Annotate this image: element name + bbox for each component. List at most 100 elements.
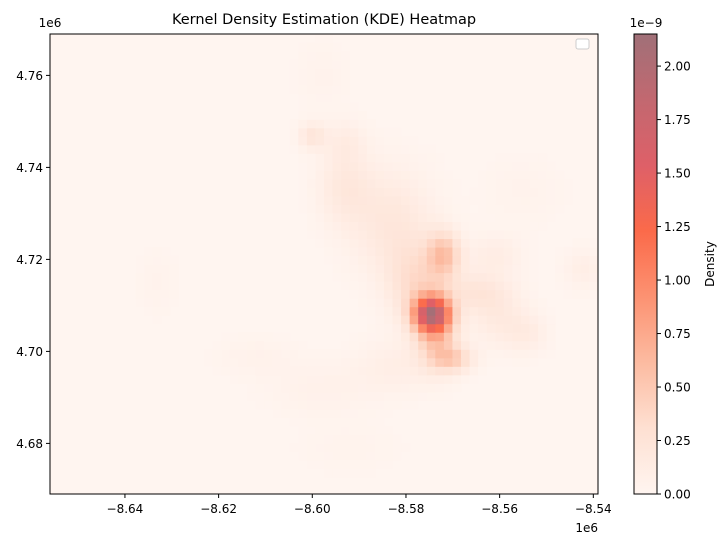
- heatmap-cell: [332, 459, 342, 470]
- heatmap-cell: [315, 195, 325, 205]
- heatmap-cell: [315, 451, 325, 461]
- heatmap-cell: [512, 153, 522, 163]
- legend-box[interactable]: [575, 38, 590, 50]
- heatmap-cell: [495, 281, 505, 291]
- heatmap-cell: [332, 246, 342, 257]
- heatmap-cell: [401, 366, 411, 376]
- heatmap-cell: [503, 323, 513, 333]
- heatmap-cell: [341, 178, 351, 188]
- heatmap-cell: [580, 272, 591, 282]
- heatmap-cell: [366, 238, 376, 248]
- heatmap-cell: [409, 170, 419, 180]
- heatmap-cell: [332, 442, 342, 453]
- heatmap-cell: [341, 144, 351, 154]
- heatmap-cell: [306, 221, 317, 231]
- heatmap-cell: [478, 332, 488, 342]
- heatmap-cell: [469, 332, 479, 342]
- heatmap-cell: [443, 391, 454, 401]
- heatmap-cell: [486, 246, 496, 257]
- heatmap-cell: [452, 272, 462, 282]
- heatmap-cell: [383, 127, 394, 137]
- y-tick-label: 4.70: [16, 345, 43, 359]
- heatmap-cell: [418, 340, 428, 350]
- heatmap-cell: [461, 264, 471, 274]
- heatmap-cell: [264, 366, 274, 376]
- heatmap-cell: [392, 298, 402, 308]
- heatmap-cell: [443, 238, 454, 248]
- heatmap-cell: [366, 425, 376, 435]
- heatmap-cell: [478, 289, 488, 299]
- heatmap-cell: [332, 212, 342, 223]
- heatmap-cell: [401, 153, 411, 163]
- heatmap-cell: [495, 170, 505, 180]
- heatmap-cell: [452, 195, 462, 205]
- heatmap-cell: [383, 400, 394, 410]
- heatmap-cell: [298, 178, 308, 188]
- heatmap-cell: [486, 255, 496, 265]
- heatmap-cell: [469, 357, 479, 367]
- heatmap-cell: [418, 323, 428, 333]
- heatmap-cell: [392, 442, 402, 453]
- heatmap-cell: [375, 136, 385, 146]
- heatmap-cell: [272, 383, 282, 393]
- heatmap-cell: [306, 153, 317, 163]
- heatmap-cell: [435, 323, 445, 333]
- heatmap-cell: [264, 391, 274, 401]
- heatmap-cell: [538, 161, 548, 171]
- y-tick-label: 4.72: [16, 253, 43, 267]
- heatmap-cell: [264, 400, 274, 410]
- heatmap-cell: [332, 85, 342, 95]
- heatmap-cell: [392, 238, 402, 248]
- heatmap-cell: [555, 170, 565, 180]
- heatmap-cell: [375, 272, 385, 282]
- heatmap-cell: [589, 289, 598, 299]
- heatmap-cell: [298, 144, 308, 154]
- heatmap-cell: [392, 434, 402, 444]
- heatmap-cell: [315, 357, 325, 367]
- heatmap-cell: [298, 374, 308, 384]
- heatmap-cell: [469, 187, 479, 197]
- heatmap-cell: [375, 391, 385, 401]
- heatmap-cell: [349, 272, 359, 282]
- heatmap-cell: [324, 144, 334, 154]
- heatmap-cell: [315, 391, 325, 401]
- heatmap-cell: [289, 127, 299, 137]
- heatmap-cell: [229, 374, 239, 384]
- heatmap-cell: [383, 451, 394, 461]
- heatmap-cell: [418, 238, 428, 248]
- heatmap-cell: [281, 400, 291, 410]
- heatmap-cell: [332, 349, 342, 359]
- heatmap-cell: [392, 332, 402, 342]
- heatmap-cell: [255, 332, 265, 342]
- heatmap-cell: [443, 298, 454, 308]
- heatmap-cell: [435, 153, 445, 163]
- heatmap-cell: [503, 315, 513, 325]
- heatmap-cell: [332, 68, 342, 78]
- heatmap-cell: [383, 357, 394, 367]
- heatmap-cell: [418, 264, 428, 274]
- heatmap-cell: [418, 187, 428, 197]
- heatmap-cell: [161, 264, 171, 274]
- heatmap-cell: [538, 153, 548, 163]
- heatmap-cell: [520, 315, 531, 325]
- heatmap-cell: [298, 153, 308, 163]
- heatmap-cell: [520, 161, 531, 171]
- heatmap-cell: [529, 306, 539, 316]
- heatmap-cell: [289, 408, 299, 418]
- heatmap-cell: [349, 434, 359, 444]
- heatmap-cell: [375, 442, 385, 453]
- heatmap-cell: [401, 170, 411, 180]
- heatmap-cell: [486, 212, 496, 223]
- heatmap-cell: [426, 212, 436, 223]
- heatmap-cell: [503, 357, 513, 367]
- heatmap-cell: [418, 204, 428, 214]
- heatmap-cell: [495, 238, 505, 248]
- heatmap-cell: [341, 136, 351, 146]
- heatmap-cell: [503, 246, 513, 257]
- heatmap-cell: [435, 246, 445, 257]
- heatmap-cell: [503, 340, 513, 350]
- heatmap-cell: [375, 195, 385, 205]
- y-tick-label: 4.74: [16, 161, 43, 175]
- heatmap-cell: [478, 306, 488, 316]
- heatmap-cell: [324, 442, 334, 453]
